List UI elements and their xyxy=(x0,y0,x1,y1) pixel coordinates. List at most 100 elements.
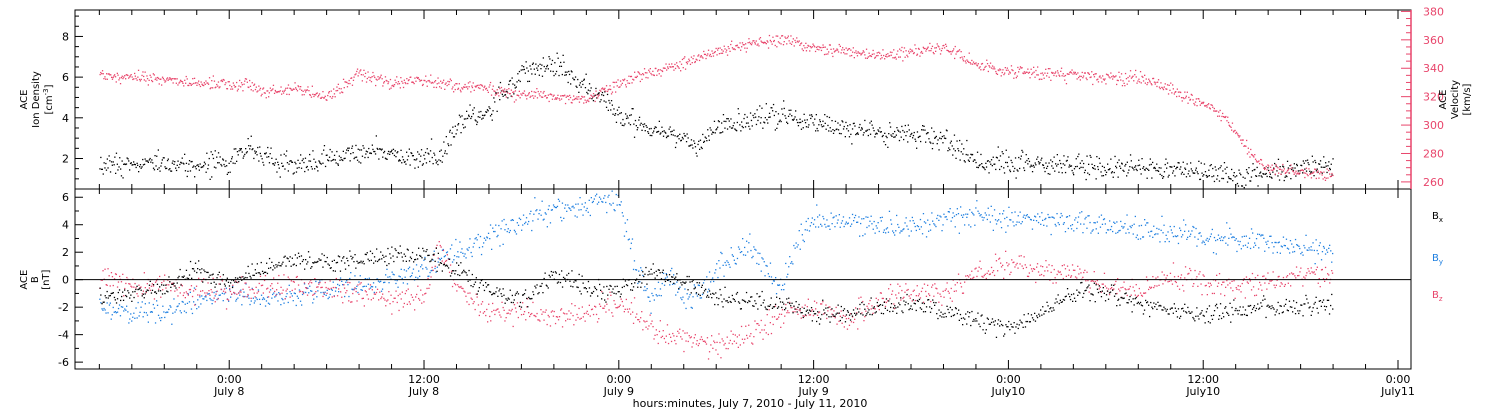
velocity-points-point xyxy=(774,44,776,47)
velocity-points-point xyxy=(475,85,478,87)
velocity-points-point xyxy=(700,55,702,57)
velocity-points-point xyxy=(251,82,253,84)
ion-density-points-point xyxy=(670,133,673,136)
velocity-points-point xyxy=(1118,71,1120,73)
bz-points-point xyxy=(364,290,366,292)
velocity-points-point xyxy=(1289,168,1291,170)
velocity-points-point xyxy=(1044,72,1046,74)
velocity-points-point xyxy=(739,42,741,44)
by-points-point xyxy=(775,293,778,295)
bz-points-point xyxy=(846,328,849,330)
by-points-point xyxy=(1037,221,1040,224)
bz-points-point xyxy=(447,258,450,260)
velocity-points-point xyxy=(769,39,771,42)
by-points-point xyxy=(325,294,327,296)
velocity-points-point xyxy=(1250,148,1252,151)
by-points-point xyxy=(1062,223,1065,225)
ion-density-points-point xyxy=(708,135,710,137)
ion-density-points-point xyxy=(738,113,740,115)
bz-points-point xyxy=(279,293,281,295)
bz-points-point xyxy=(773,316,776,318)
velocity-points-point xyxy=(862,50,864,52)
by-points-point xyxy=(1166,238,1168,240)
velocity-points-point xyxy=(1112,75,1114,77)
by-points-point xyxy=(900,230,902,232)
velocity-points-point xyxy=(974,63,976,65)
ion-density-points-point xyxy=(239,148,241,150)
velocity-points-point xyxy=(1093,76,1096,78)
velocity-points-point xyxy=(954,45,956,48)
by-points-point xyxy=(993,209,996,211)
bz-points-point xyxy=(113,278,116,280)
by-points-point xyxy=(666,276,668,278)
velocity-points-point xyxy=(551,94,553,96)
velocity-points-point xyxy=(117,74,119,76)
by-points-point xyxy=(474,238,476,240)
velocity-points-point xyxy=(1311,172,1313,174)
by-points-point xyxy=(960,214,963,216)
ion-density-points-point xyxy=(128,160,130,162)
bz-points-point xyxy=(792,311,794,313)
ion-density-points-point xyxy=(975,161,977,164)
ion-density-points-point xyxy=(661,126,663,128)
by-points-point xyxy=(1095,228,1097,230)
by-points-point xyxy=(564,207,566,209)
by-points-point xyxy=(1085,216,1087,219)
by-points-point xyxy=(1047,213,1049,216)
ion-density-points-point xyxy=(633,123,635,125)
ion-density-points-point xyxy=(888,133,890,135)
by-points-point xyxy=(459,241,461,243)
bz-points-point xyxy=(851,316,854,318)
velocity-points-point xyxy=(921,52,924,54)
ion-density-points-point xyxy=(672,134,674,136)
by-points-point xyxy=(1316,249,1318,252)
velocity-points-point xyxy=(360,74,362,76)
velocity-points-point xyxy=(225,82,227,84)
ion-density-points-point xyxy=(1070,165,1073,167)
bz-points-point xyxy=(411,296,414,298)
by-points-point xyxy=(509,229,511,232)
by-points-point xyxy=(330,288,332,290)
velocity-points-point xyxy=(257,90,259,92)
bz-points-point xyxy=(632,322,635,324)
bz-points-point xyxy=(571,303,573,305)
ion-density-points-point xyxy=(983,167,985,169)
by-points-point xyxy=(1285,238,1288,240)
ion-density-points-point xyxy=(124,163,127,166)
by-points-point xyxy=(638,270,640,272)
ion-density-points-point xyxy=(169,168,171,170)
ion-density-points-point xyxy=(952,154,954,156)
velocity-points-point xyxy=(1074,73,1076,75)
by-points-point xyxy=(206,299,208,302)
by-points-point xyxy=(1268,247,1270,249)
ion-density-points-point xyxy=(938,149,940,151)
velocity-points-point xyxy=(1036,74,1038,76)
velocity-points-point xyxy=(622,79,624,81)
by-points-point xyxy=(920,226,922,228)
ion-density-points-point xyxy=(903,138,905,141)
ion-density-points-point xyxy=(533,68,535,70)
velocity-points-point xyxy=(843,51,845,54)
bz-points-point xyxy=(384,299,386,301)
bz-points-point xyxy=(398,309,400,312)
by-points-point xyxy=(222,300,224,302)
bz-points-point xyxy=(802,315,804,317)
velocity-points-point xyxy=(358,72,360,74)
ion-density-points-point xyxy=(774,129,776,131)
bz-points-point xyxy=(675,343,677,345)
ion-density-points-point xyxy=(752,114,754,117)
ion-density-points-point xyxy=(200,166,202,169)
ion-density-points-point xyxy=(170,170,173,172)
by-points-point xyxy=(524,222,526,225)
ion-density-points-point xyxy=(104,167,106,169)
velocity-points-point xyxy=(672,66,674,68)
ion-density-points-point xyxy=(465,118,467,120)
ion-density-points-point xyxy=(540,68,542,70)
velocity-points-point xyxy=(203,84,205,87)
velocity-points-point xyxy=(751,42,753,44)
bz-points-point xyxy=(843,326,845,328)
bz-points-point xyxy=(680,336,682,338)
velocity-points-point xyxy=(198,84,200,86)
velocity-points-point xyxy=(1067,73,1069,75)
ion-density-points-point xyxy=(1064,171,1067,174)
